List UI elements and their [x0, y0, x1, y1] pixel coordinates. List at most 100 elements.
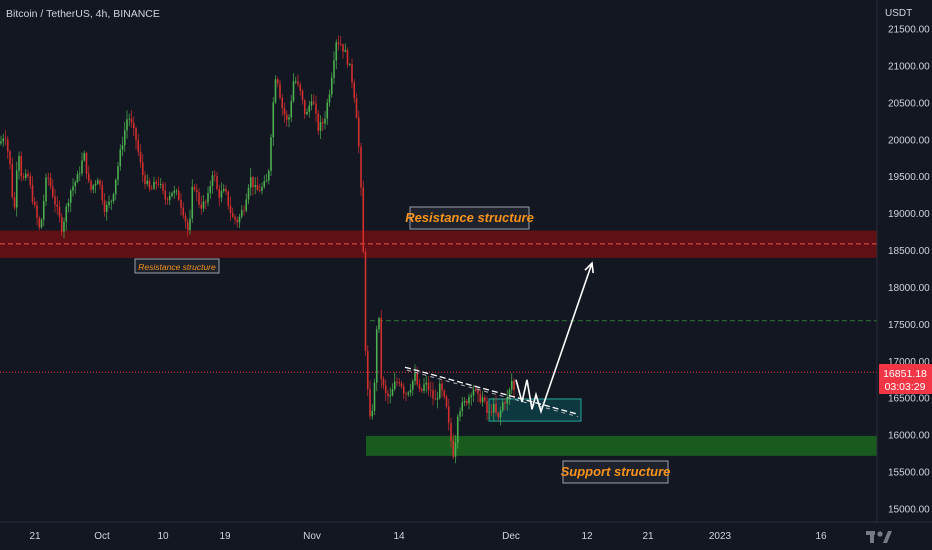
candle-body [285, 114, 288, 120]
candle-body [81, 160, 83, 174]
annotation-resistance-large[interactable]: Resistance structure [405, 206, 534, 230]
candle-body [490, 411, 493, 413]
candle-body [164, 190, 167, 200]
candle-body [137, 140, 140, 152]
candle-body [252, 177, 254, 188]
candle-body [468, 396, 470, 404]
annotation-resistance-small[interactable]: Resistance structure [134, 258, 220, 274]
candle-body [321, 122, 324, 124]
candle-body [447, 406, 450, 423]
y-tick-label: 17500.00 [888, 320, 930, 331]
candle-body [310, 101, 313, 106]
candle-body [346, 49, 349, 65]
annotation-support-large[interactable]: Support structure [561, 460, 671, 484]
candle-body [42, 201, 45, 220]
candle-body [193, 186, 196, 190]
x-tick-label: Dec [502, 531, 520, 542]
candle-body [103, 200, 106, 212]
candle-body [159, 184, 162, 185]
candle-body [153, 181, 155, 189]
candle-body [450, 422, 452, 441]
candle-body [418, 384, 421, 390]
candle-body [78, 173, 81, 175]
y-tick-label: 15500.00 [888, 468, 930, 479]
candle-body [423, 384, 425, 391]
candle-body [162, 184, 164, 191]
candle-body [344, 49, 347, 52]
x-tick-label: Oct [94, 531, 110, 542]
candle-body [378, 317, 380, 330]
time-axis[interactable]: 21 Oct 10 19 Nov 14 Dec 12 21 2023 16 [0, 521, 932, 550]
candle-body [13, 197, 16, 208]
candle-body [180, 199, 182, 208]
candle-body [157, 183, 160, 185]
candle-body [479, 394, 482, 403]
price-axis[interactable]: USDT 15000.00 15500.00 16000.00 16500.00 170… [876, 0, 932, 522]
candle-body [454, 442, 457, 457]
candle-body [499, 410, 502, 418]
candle-body [387, 393, 389, 397]
candle-body [69, 190, 72, 203]
candle-body [411, 380, 414, 390]
candle-body [508, 389, 511, 397]
candle-body [90, 180, 92, 190]
candle-body [33, 201, 36, 206]
candle-body [492, 404, 495, 413]
candle-body [130, 118, 133, 123]
candles [0, 35, 515, 464]
candle-body [128, 118, 131, 120]
candle-body [60, 216, 63, 232]
candle-body [420, 389, 423, 391]
candle-body [85, 153, 88, 174]
candle-body [213, 175, 216, 177]
y-tick-label: 21000.00 [888, 61, 930, 72]
candle-body [405, 393, 407, 395]
candle-body [407, 392, 410, 395]
candle-body [299, 84, 302, 91]
candle-body [294, 81, 297, 83]
candle-body [15, 170, 18, 208]
projection-arrowhead-icon [584, 261, 594, 274]
candle-body [236, 219, 239, 223]
candle-body [481, 397, 484, 403]
current-price-tag: 16851.18 03:03:29 [879, 364, 932, 394]
x-tick-label: 10 [157, 531, 169, 542]
candle-body [234, 216, 236, 220]
candle-body [355, 98, 358, 118]
candle-body [92, 185, 95, 190]
y-tick-label: 16000.00 [888, 431, 930, 442]
candle-body [495, 404, 497, 413]
candle-body [166, 199, 169, 201]
candle-body [445, 396, 448, 407]
candle-body [308, 105, 311, 112]
candle-body [238, 216, 241, 223]
candle-body [438, 383, 441, 399]
candle-body [24, 173, 27, 178]
candle-body [209, 185, 212, 193]
candle-body [36, 205, 38, 218]
candle-body [456, 416, 459, 443]
x-tick-label: 19 [219, 531, 231, 542]
candle-body [121, 145, 124, 150]
candle-body [123, 130, 126, 146]
candle-body [63, 221, 65, 232]
candle-body [267, 170, 270, 181]
x-tick-label: Nov [303, 531, 321, 542]
candle-body [384, 385, 387, 394]
candle-body [171, 192, 173, 197]
candle-body [432, 390, 434, 399]
candle-body [175, 190, 178, 192]
candle-body [2, 138, 5, 142]
candle-body [330, 77, 333, 95]
candle-body [483, 397, 486, 401]
candle-body [393, 381, 396, 390]
candle-body [65, 206, 68, 222]
candle-body [477, 389, 479, 395]
drawings[interactable] [404, 261, 594, 418]
candle-body [148, 180, 151, 189]
candle-body [461, 402, 464, 412]
annotation-resistance-large-label: Resistance structure [405, 210, 534, 225]
candle-body [279, 83, 281, 98]
